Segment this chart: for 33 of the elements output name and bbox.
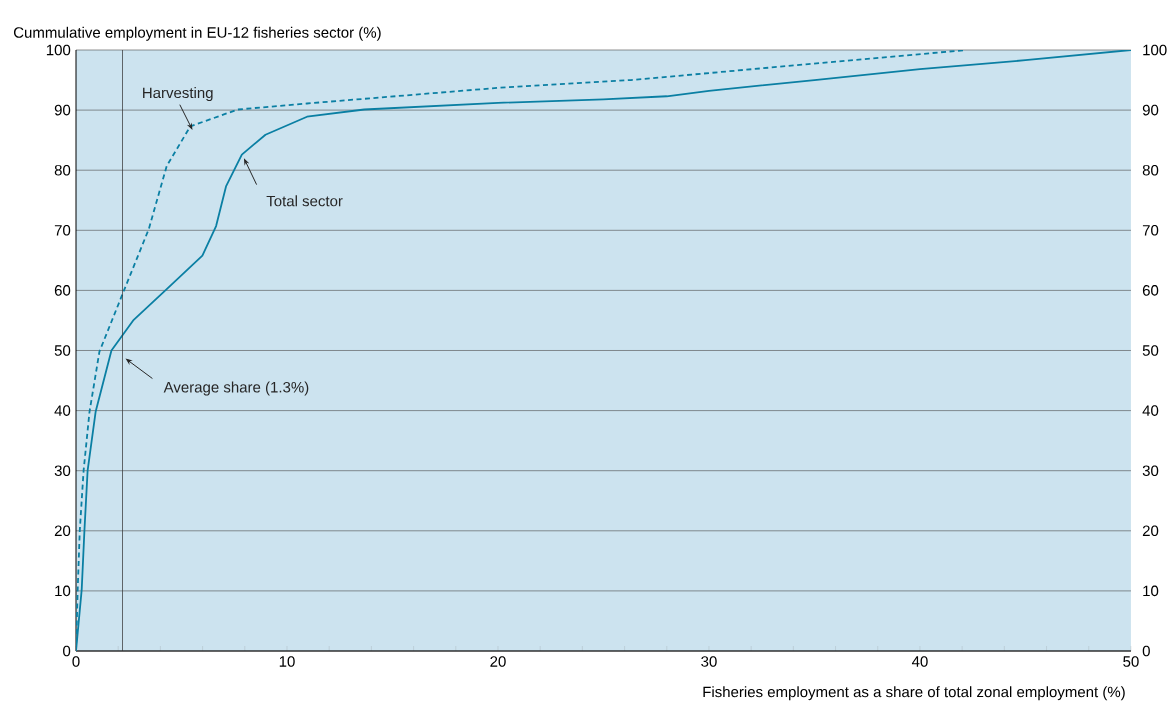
- y2-tick-label: 80: [1142, 164, 1159, 176]
- y-tick-label: 20: [54, 525, 71, 537]
- y-axis-title: Cummulative employment in EU-12 fisheries sector (%): [13, 26, 381, 41]
- y2-tick-label: 50: [1142, 345, 1159, 356]
- y2-tick-label: 0: [1142, 645, 1150, 657]
- y-tick-label: 50: [54, 345, 71, 356]
- y-tick-label: 30: [54, 465, 71, 476]
- y-tick-label: 80: [54, 164, 71, 176]
- x-tick-label: 30: [701, 656, 717, 667]
- ref-line-label: Average share (1.3%): [163, 381, 309, 396]
- y-tick-label: 90: [54, 104, 71, 116]
- x-tick-label: 40: [911, 656, 928, 667]
- x-axis-title: Fisheries employment as a share of total zonal employment (%): [703, 686, 1125, 701]
- y2-tick-label: 10: [1143, 585, 1159, 597]
- y-tick-label: 70: [54, 224, 71, 236]
- x-tick-label: 20: [490, 656, 506, 667]
- y2-tick-label: 90: [1142, 104, 1159, 116]
- text: Total sector: [266, 195, 343, 207]
- y2-tick-label: 20: [1142, 525, 1159, 537]
- series-label: Harvesting: [143, 87, 213, 102]
- y2-tick-label: 60: [1142, 285, 1159, 296]
- y-tick-label: 60: [54, 285, 71, 296]
- y-tick-label: 0: [63, 645, 71, 657]
- y2-tick-label: 100: [1143, 44, 1167, 56]
- y2-tick-label: 30: [1142, 465, 1159, 476]
- x-tick-label: 10: [279, 656, 295, 667]
- y-tick-label: 100: [46, 44, 71, 56]
- y2-tick-label: 70: [1142, 224, 1159, 236]
- y-tick-label: 10: [55, 585, 71, 597]
- y2-tick-label: 40: [1142, 405, 1159, 416]
- y-tick-label: 40: [54, 405, 71, 416]
- x-tick-label: 50: [1123, 656, 1139, 667]
- x-tick-label: 0: [72, 656, 80, 667]
